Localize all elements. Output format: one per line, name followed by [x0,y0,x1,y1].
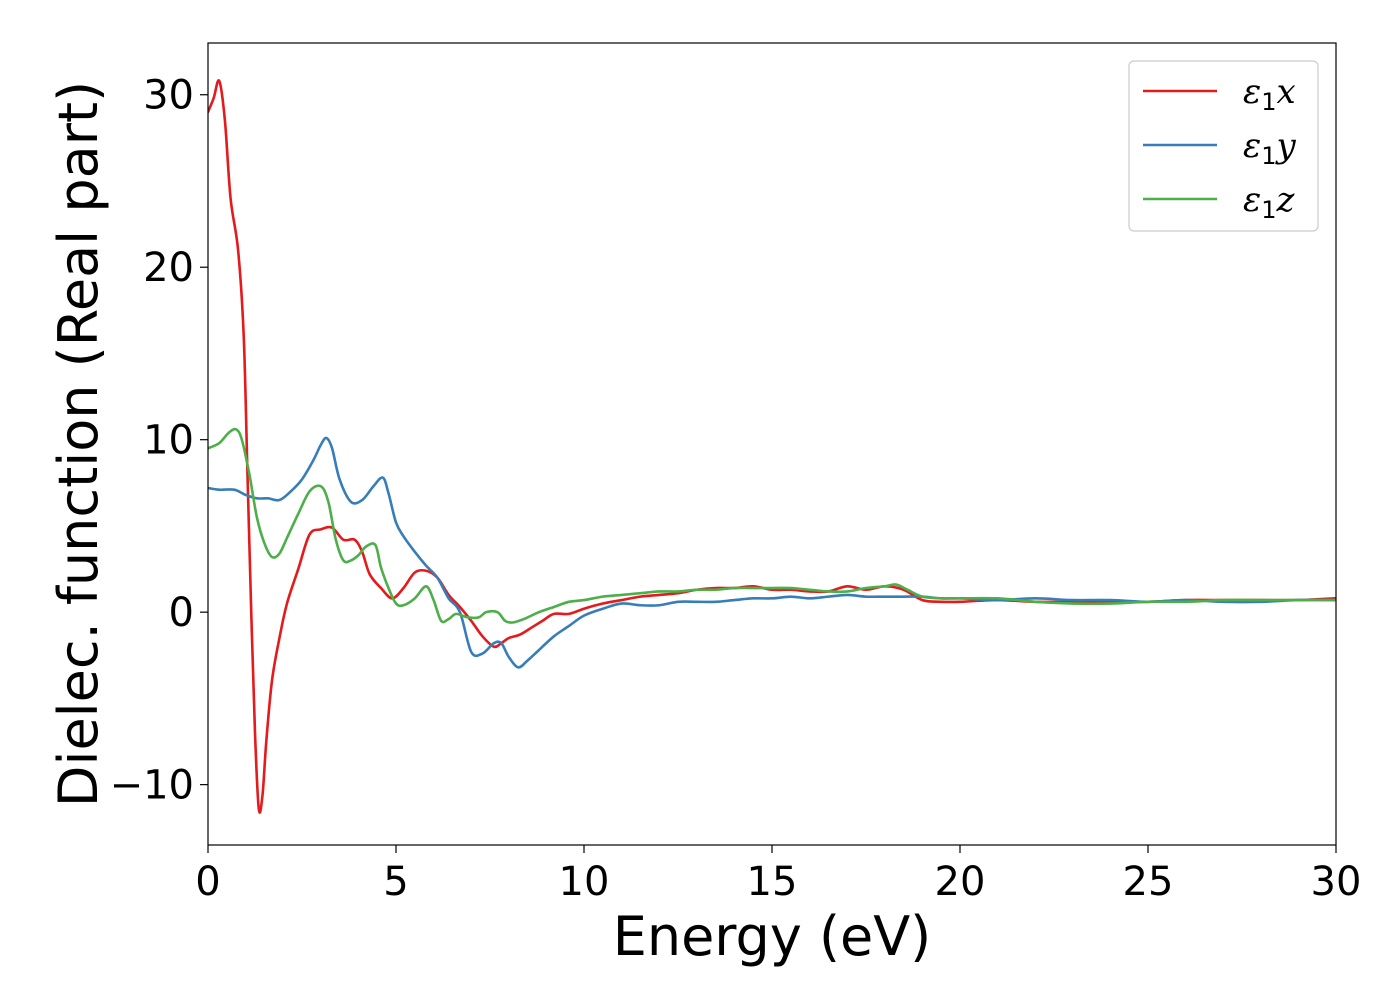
y-tick-label: −10 [110,763,194,809]
legend: ε1x ε1y ε1z [1128,60,1319,232]
legend-box [1128,60,1319,232]
legend-label-x: ε1x [1243,72,1296,116]
y-tick-label: 0 [169,590,194,636]
x-tick-label: 25 [1123,859,1174,905]
x-tick-label: 5 [383,859,408,905]
x-tick-label: 30 [1311,859,1362,905]
legend-label-y: ε1y [1243,126,1297,170]
y-axis-label: Dielec. function (Real part) [47,81,110,807]
x-tick-label: 20 [935,859,986,905]
legend-label-z: ε1z [1243,180,1296,224]
x-tick-label: 0 [195,859,220,905]
series-lines [208,79,1336,814]
y-tick-label: 10 [143,418,194,464]
y-axis-ticks: −10 0 10 20 30 [110,73,208,809]
x-axis-ticks: 0 5 10 15 20 25 30 [195,845,1361,905]
series-line-z [208,427,1336,624]
x-axis-label: Energy (eV) [613,905,932,968]
series-line-x [208,79,1336,814]
x-tick-label: 10 [559,859,610,905]
x-tick-label: 15 [747,859,798,905]
y-tick-label: 30 [143,73,194,119]
y-tick-label: 20 [143,245,194,291]
